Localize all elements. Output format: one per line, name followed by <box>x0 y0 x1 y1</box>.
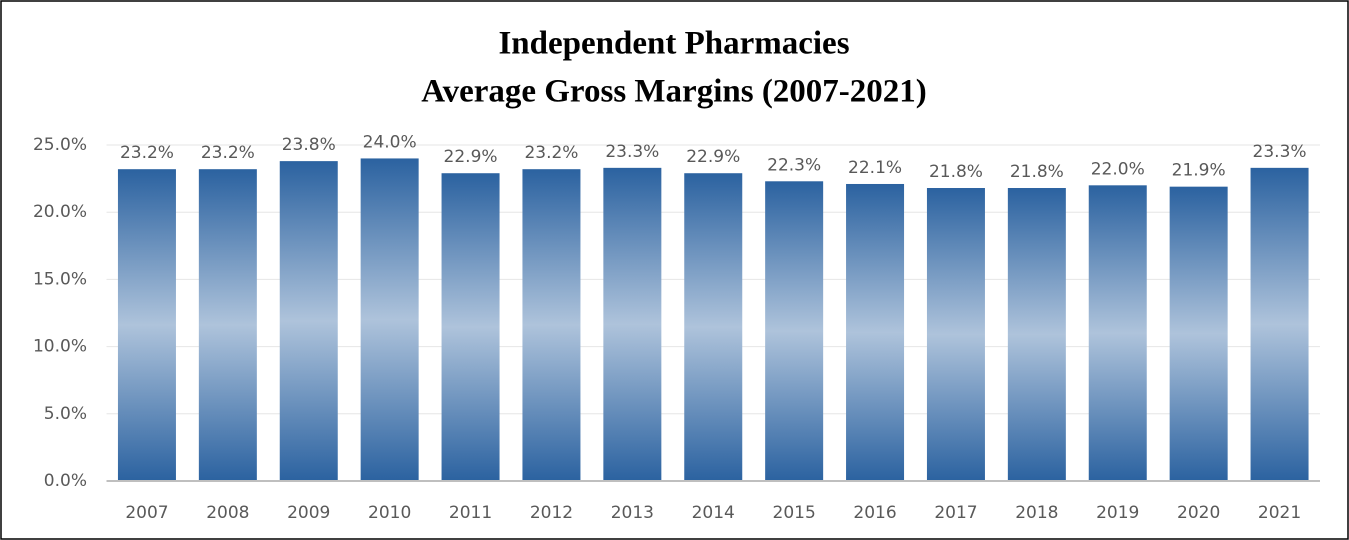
y-tick-label: 5.0% <box>44 404 87 424</box>
data-label: 22.3% <box>767 155 821 175</box>
x-tick-label: 2012 <box>530 503 573 523</box>
bar <box>684 173 743 481</box>
bar <box>1169 186 1228 481</box>
bar <box>279 161 338 482</box>
x-tick-label: 2018 <box>1015 503 1058 523</box>
data-label: 23.2% <box>120 143 174 163</box>
data-label: 23.2% <box>524 143 578 163</box>
data-label: 21.8% <box>929 162 983 182</box>
x-tick-label: 2016 <box>853 503 896 523</box>
x-tick-label: 2014 <box>692 503 735 523</box>
bar <box>1088 185 1147 481</box>
x-tick-label: 2010 <box>368 503 411 523</box>
chart-title: Average Gross Margins (2007-2021) <box>421 74 927 110</box>
data-label: 24.0% <box>363 132 417 152</box>
bar <box>603 167 662 481</box>
bar <box>117 169 176 481</box>
data-label: 23.2% <box>201 143 255 163</box>
x-tick-label: 2019 <box>1096 503 1139 523</box>
x-tick-label: 2008 <box>206 503 249 523</box>
bar <box>846 183 905 481</box>
data-label: 22.9% <box>444 147 498 167</box>
bar <box>926 188 985 481</box>
x-tick-label: 2009 <box>287 503 330 523</box>
bar <box>765 181 824 481</box>
x-tick-label: 2015 <box>773 503 816 523</box>
x-tick-label: 2021 <box>1258 503 1301 523</box>
bar <box>1007 188 1066 481</box>
x-tick-label: 2013 <box>611 503 654 523</box>
data-label: 22.0% <box>1091 159 1145 179</box>
bar <box>522 169 581 481</box>
bar <box>360 158 419 481</box>
chart-title: Independent Pharmacies <box>498 26 849 62</box>
bar <box>441 173 500 481</box>
x-tick-label: 2017 <box>934 503 977 523</box>
y-tick-label: 20.0% <box>33 202 87 222</box>
y-tick-label: 15.0% <box>33 269 87 289</box>
data-label: 23.3% <box>1253 142 1307 162</box>
data-label: 22.1% <box>848 158 902 178</box>
y-tick-label: 10.0% <box>33 337 87 357</box>
bar <box>198 169 257 481</box>
y-tick-label: 25.0% <box>33 135 87 155</box>
data-label: 21.8% <box>1010 162 1064 182</box>
bar <box>1250 167 1309 481</box>
data-label: 23.3% <box>605 142 659 162</box>
x-tick-label: 2011 <box>449 503 492 523</box>
x-tick-label: 2020 <box>1177 503 1220 523</box>
x-tick-label: 2007 <box>125 503 168 523</box>
data-label: 22.9% <box>686 147 740 167</box>
data-label: 21.9% <box>1172 161 1226 181</box>
data-label: 23.8% <box>282 135 336 155</box>
y-tick-label: 0.0% <box>44 471 87 491</box>
